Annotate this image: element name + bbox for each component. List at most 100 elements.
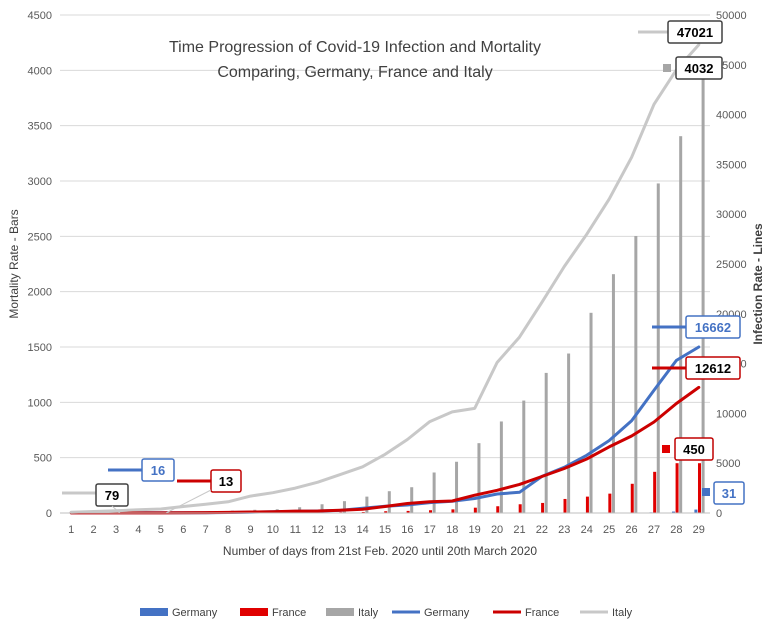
bar-italy [455, 461, 459, 513]
bar-italy [522, 400, 526, 513]
x-tick-label: 24 [581, 524, 593, 536]
x-tick-label: 27 [648, 524, 660, 536]
x-tick-label: 21 [513, 524, 525, 536]
y-left-tick-label: 3500 [28, 121, 52, 133]
x-tick-label: 5 [158, 524, 164, 536]
bar-france [697, 463, 701, 513]
data-label-16662: 16662 [695, 320, 731, 335]
legend-label: France [525, 607, 559, 619]
x-tick-label: 26 [625, 524, 637, 536]
data-label-box [675, 56, 723, 80]
y-axis-right-title: Infection Rate - Lines [751, 223, 765, 345]
bar-italy [589, 312, 593, 513]
bar-italy [567, 353, 571, 513]
data-label-79: 79 [105, 488, 119, 503]
y-right-tick-label: 50000 [716, 10, 747, 22]
label-marker [663, 64, 671, 72]
y-left-tick-label: 0 [46, 508, 52, 520]
x-tick-label: 19 [469, 524, 481, 536]
y-right-tick-label: 0 [716, 508, 722, 520]
line-germany [69, 345, 701, 515]
bar-italy [679, 136, 683, 513]
y-left-tick-label: 500 [34, 453, 52, 465]
gridlines [60, 14, 710, 514]
x-tick-label: 4 [135, 524, 141, 536]
x-tick-label: 13 [334, 524, 346, 536]
x-tick-label: 1 [68, 524, 74, 536]
bar-italy [477, 443, 481, 513]
data-label-450: 450 [683, 442, 705, 457]
line-italy [69, 43, 701, 514]
x-tick-label: 16 [401, 524, 413, 536]
label-marker [702, 488, 710, 496]
bar-italy [611, 274, 615, 513]
y-left-tick-label: 1000 [28, 397, 52, 409]
bar-italy [634, 236, 638, 513]
x-tick-label: 29 [693, 524, 705, 536]
x-tick-label: 18 [446, 524, 458, 536]
legend-label: Italy [358, 607, 379, 619]
bar-germany [671, 511, 675, 513]
legend-label: Italy [612, 607, 633, 619]
bar-italy [701, 66, 705, 514]
bar-italy [432, 472, 436, 513]
y-right-tick-label: 10000 [716, 408, 747, 420]
bar-france [451, 509, 455, 513]
lines [69, 43, 701, 515]
bar-germany [694, 509, 698, 513]
x-tick-label: 14 [356, 524, 368, 536]
bar-france [473, 507, 477, 513]
legend-bar-swatch [140, 608, 168, 616]
bar-france [384, 511, 388, 513]
x-tick-label: 3 [113, 524, 119, 536]
y-right-tick-label: 30000 [716, 209, 747, 221]
y-right-tick-label: 25000 [716, 259, 747, 271]
data-label-box [674, 437, 714, 461]
chart-title-line-1: Time Progression of Covid-19 Infection a… [169, 39, 541, 56]
x-tick-label: 20 [491, 524, 503, 536]
chart-title-line-2: Comparing, Germany, France and Italy [217, 64, 492, 81]
x-tick-label: 2 [91, 524, 97, 536]
y-left-tick-label: 4500 [28, 10, 52, 22]
x-tick-label: 23 [558, 524, 570, 536]
bar-france [585, 496, 589, 513]
data-label-box [713, 481, 745, 505]
legend-label: France [272, 607, 306, 619]
bar-italy [410, 487, 414, 513]
data-label-16: 16 [151, 463, 165, 478]
bar-france [496, 506, 500, 513]
legend-bar-swatch [240, 608, 268, 616]
bar-france [675, 463, 679, 513]
bar-france [518, 504, 522, 513]
y-left-tick-label: 4000 [28, 65, 52, 77]
x-tick-label: 12 [312, 524, 324, 536]
x-tick-label: 6 [180, 524, 186, 536]
bar-france [406, 510, 410, 513]
legend-label: Germany [172, 607, 218, 619]
data-label-box [685, 315, 741, 339]
bar-italy [320, 504, 324, 513]
legend-bar-swatch [326, 608, 354, 616]
x-tick-label: 25 [603, 524, 615, 536]
bar-italy [499, 421, 503, 513]
label-marker [662, 445, 670, 453]
y-right-tick-label: 45000 [716, 60, 747, 72]
data-label-box [667, 20, 723, 44]
x-tick-label: 17 [424, 524, 436, 536]
x-tick-label: 11 [290, 524, 301, 536]
x-tick-label: 9 [247, 524, 253, 536]
x-tick-label: 10 [267, 524, 279, 536]
x-tick-label: 22 [536, 524, 548, 536]
line-france [69, 385, 701, 515]
data-label-box [685, 356, 741, 380]
data-label-31: 31 [722, 486, 736, 501]
axes: 0500100015002000250030003500400045000500… [28, 10, 747, 536]
y-left-tick-label: 1500 [28, 342, 52, 354]
legend-label: Germany [424, 607, 470, 619]
bar-italy [342, 501, 346, 513]
x-tick-label: 28 [670, 524, 682, 536]
data-label-12612: 12612 [695, 361, 731, 376]
bar-france [429, 510, 433, 513]
